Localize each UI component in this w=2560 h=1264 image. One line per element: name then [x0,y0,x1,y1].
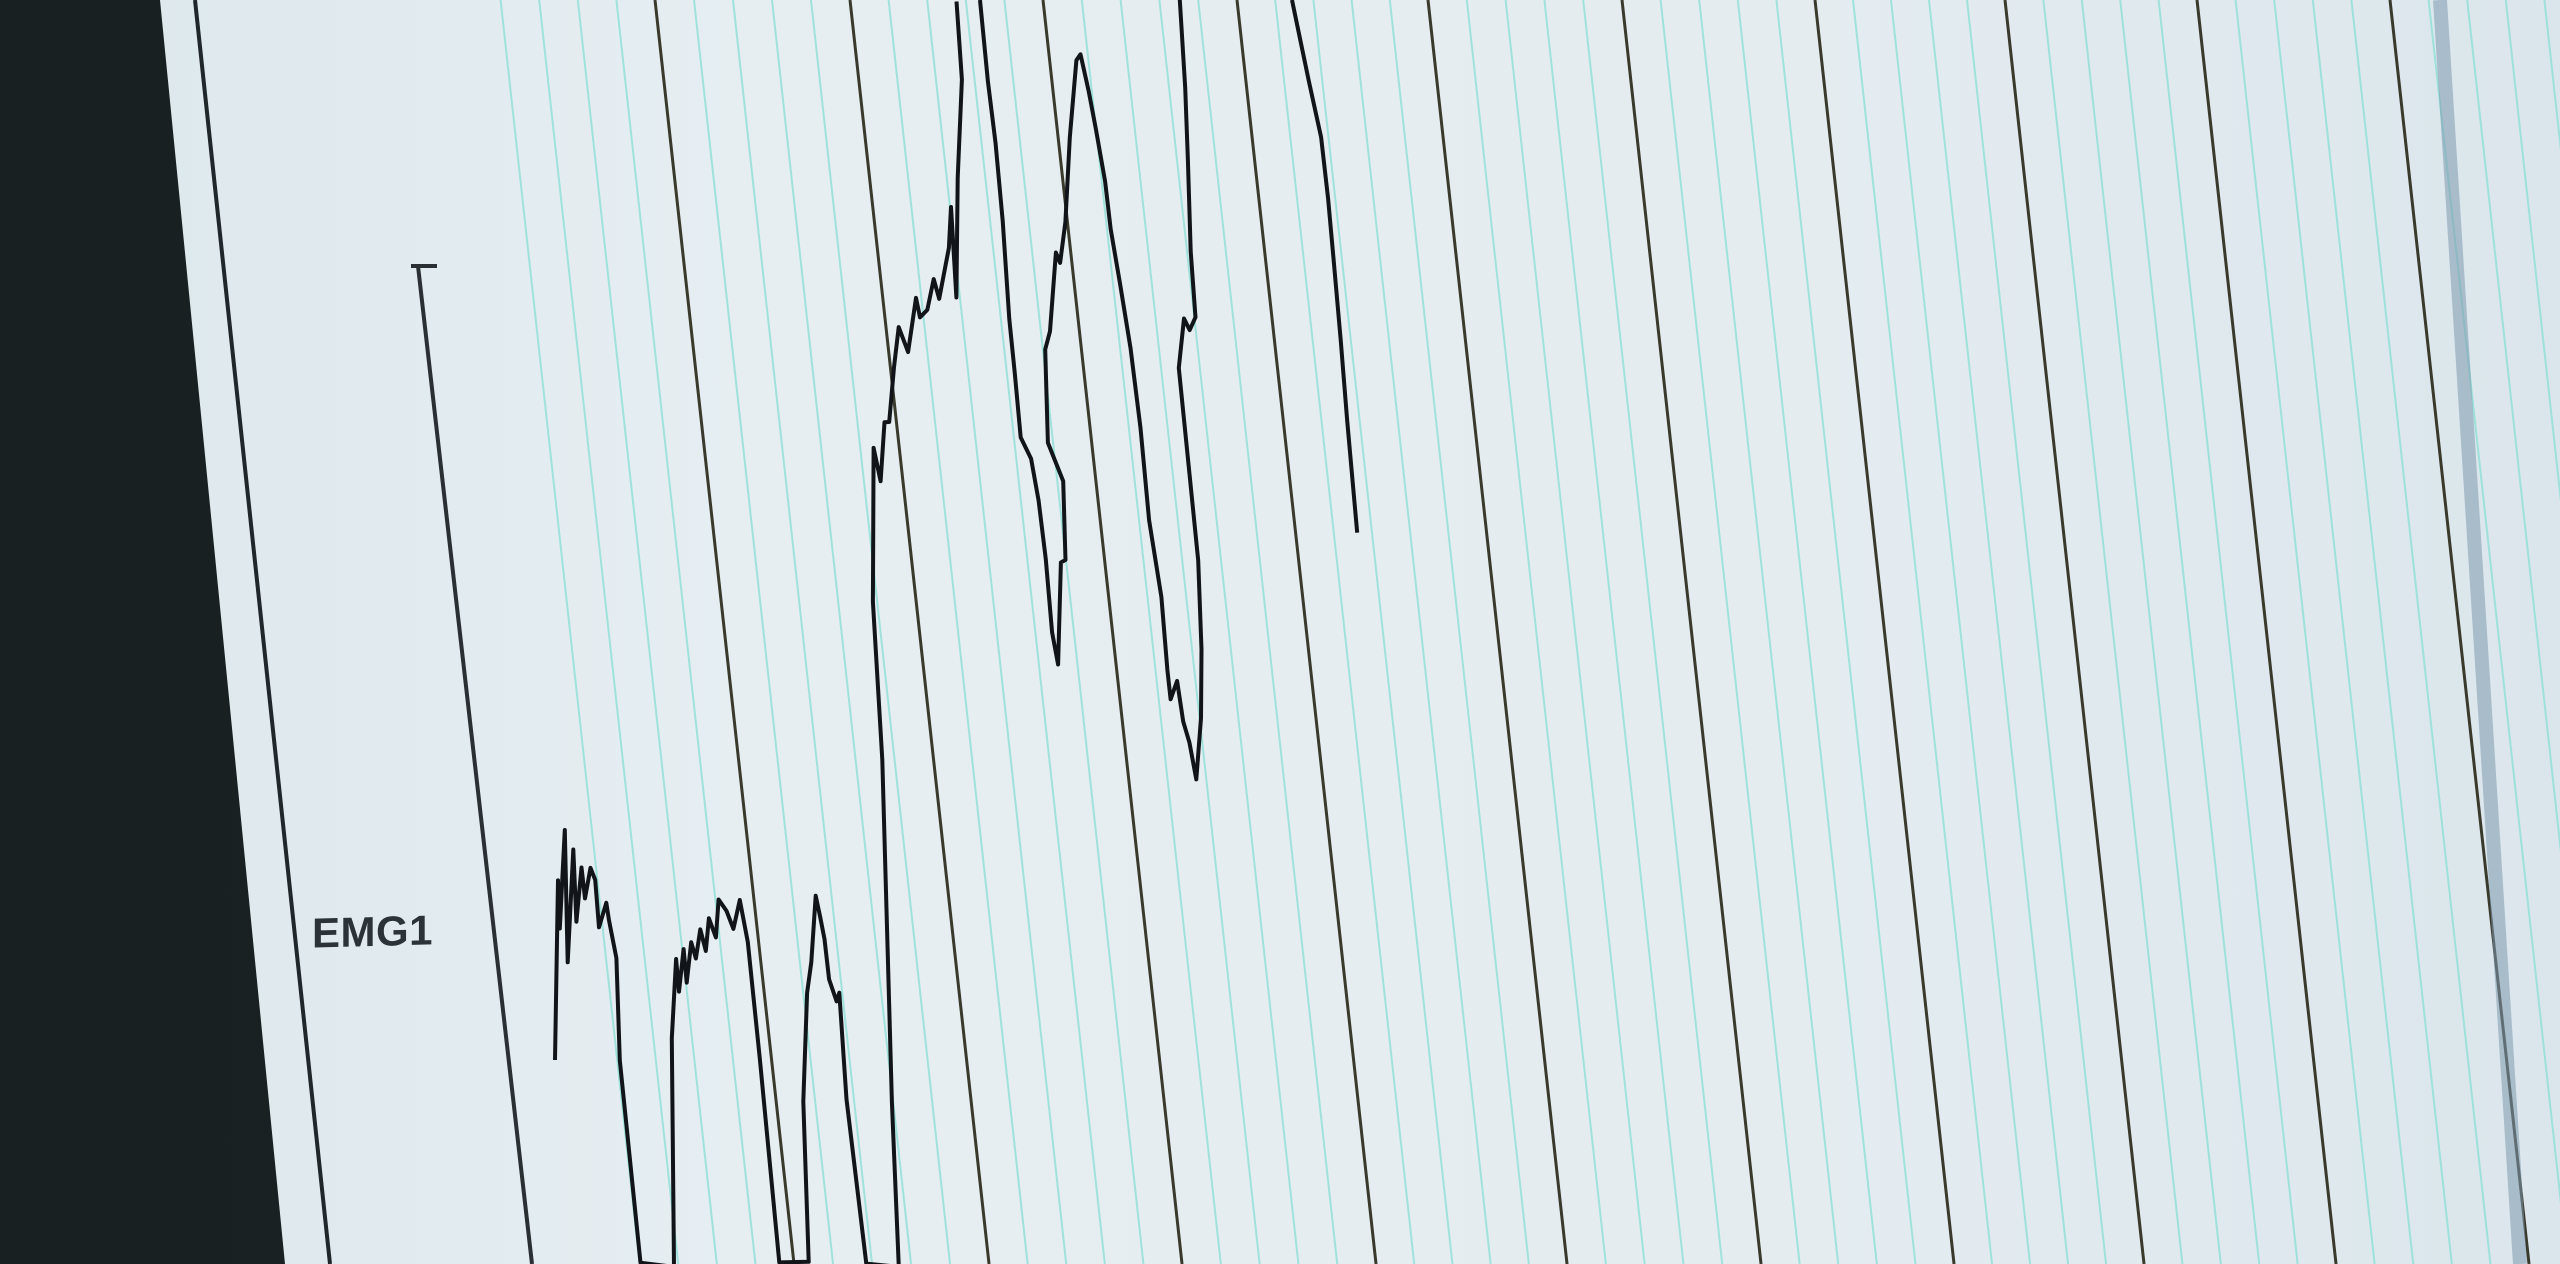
scale-bar [416,265,534,1264]
minor-grid-line [2311,0,2453,1264]
major-grid-line [1426,0,1569,1264]
minor-grid-line [499,0,641,1264]
major-grid-line [2195,0,2338,1264]
minor-grid-line [1852,0,1994,1264]
major-grid-line [1041,0,1184,1264]
major-grid [653,0,2531,1264]
minor-grid-line [1080,0,1222,1264]
minor-grid-line [1312,0,1454,1264]
minor-grid-line [810,0,952,1264]
major-grid-line [653,0,796,1264]
minor-grid-line [1698,0,1840,1264]
minor-grid-line [887,0,1029,1264]
minor-grid-line [2119,0,2261,1264]
display-frame-right-edge [2433,0,2527,1264]
minor-grid-line [771,0,913,1264]
major-grid-line [1620,0,1763,1264]
minor-grid-line [732,0,874,1264]
minor-grid-line [1197,0,1339,1264]
major-grid-line [2003,0,2146,1264]
minor-grid-line [693,0,835,1264]
minor-grid-line [1003,0,1145,1264]
minor-grid-line [1966,0,2108,1264]
minor-grid-line [1274,0,1416,1264]
emg1-trace [553,0,1360,1264]
minor-grid-line [2234,0,2376,1264]
minor-grid-line [2504,0,2560,502]
minor-grid-line [1158,0,1300,1264]
minor-grid-line [1775,0,1917,1264]
minor-grid-line [1119,0,1261,1264]
major-grid-line [848,0,991,1264]
minor-grid-line [2466,0,2560,853]
minor-grid-line [926,0,1068,1264]
minor-grid-line [1890,0,2032,1264]
minor-grid-line [1388,0,1530,1264]
minor-grid-line [1504,0,1646,1264]
minor-grid-line [1582,0,1724,1264]
channel-label-emg1: EMG1 [312,906,434,957]
minor-grid-line [2042,0,2184,1264]
minor-grid-line [1465,0,1607,1264]
minor-grid-line [2273,0,2415,1264]
display-frame-edge [193,0,332,1264]
major-grid-line [1813,0,1956,1264]
major-grid-line [1235,0,1378,1264]
minor-grid-line [2157,0,2299,1264]
minor-grid [499,0,2560,1264]
minor-grid-line [1928,0,2070,1264]
minor-grid-line [1543,0,1685,1264]
minor-grid-line [964,0,1106,1264]
minor-grid-line [1350,0,1492,1264]
minor-grid-line [2350,0,2492,1264]
minor-grid-line [615,0,757,1264]
minor-grid-line [1659,0,1801,1264]
minor-grid-line [538,0,680,1264]
minor-grid-line [1736,0,1878,1264]
minor-grid-line [576,0,718,1264]
minor-grid-line [2080,0,2222,1264]
